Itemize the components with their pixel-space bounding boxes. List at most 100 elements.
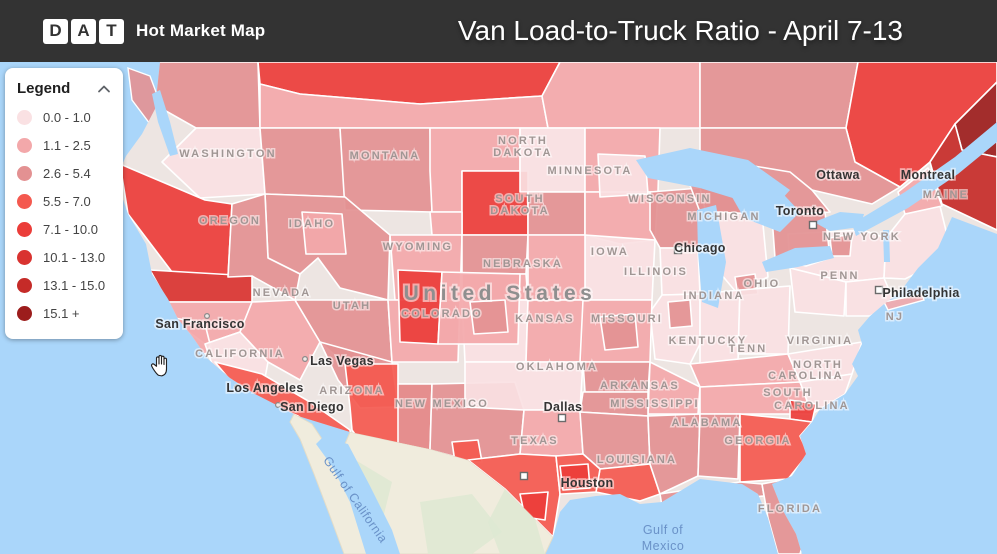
dat-logo: D A T: [43, 18, 124, 44]
legend-item: 2.6 - 5.4: [5, 159, 123, 187]
market-area-kansas[interactable]: [525, 299, 586, 363]
map-label-water: Mexico: [642, 539, 685, 553]
legend-item: 0.0 - 1.0: [5, 103, 123, 131]
map-label-city: Los Angeles: [226, 381, 303, 395]
legend-swatch: [17, 193, 32, 209]
market-area-mt-west[interactable]: [339, 127, 433, 213]
market-area-penn[interactable]: [789, 267, 847, 317]
market-area-mt-s[interactable]: [429, 211, 463, 236]
market-area-appalachia[interactable]: [699, 381, 813, 415]
legend-label: 10.1 - 13.0: [43, 249, 106, 265]
gulf-of-california-water: [316, 438, 400, 554]
map-label-city: Las Vegas: [310, 354, 374, 368]
map-label-state: CALIFORNIA: [195, 348, 285, 360]
market-area-il-spot[interactable]: [667, 299, 693, 329]
legend-title: Legend: [17, 80, 71, 97]
map-label-state: NJ: [886, 311, 904, 323]
legend-swatch: [17, 277, 32, 293]
hand-cursor: [151, 354, 168, 377]
lake-erie: [762, 246, 834, 272]
map-label-state: OHIO: [744, 278, 781, 290]
city-marker[interactable]: [874, 285, 884, 295]
map-label-state: KENTUCKY: [669, 335, 748, 347]
market-area-id-light[interactable]: [301, 211, 347, 255]
map-label-state: CAROLINA: [774, 400, 850, 412]
map-label-state: MISSISSIPPI: [610, 398, 700, 410]
legend-swatch: [17, 165, 32, 181]
map-label-state: COLORADO: [401, 308, 483, 320]
market-area-prairie-n[interactable]: [541, 62, 701, 129]
map-label-state: WYOMING: [383, 241, 453, 253]
market-areas: [119, 62, 997, 554]
page-title: Van Load-to-Truck Ratio - April 7-13: [457, 15, 903, 46]
long-island: [882, 293, 925, 311]
legend-swatch: [17, 221, 32, 237]
map-label-city: Philadelphia: [882, 286, 960, 300]
city-marker[interactable]: [808, 220, 818, 230]
map-label-state: GEORGIA: [724, 435, 791, 447]
map-label-country: United States: [404, 282, 597, 305]
map-label-state: SOUTH: [763, 387, 813, 399]
legend-item: 1.1 - 2.5: [5, 131, 123, 159]
market-area-wa-east[interactable]: [259, 127, 346, 198]
market-area-seattle[interactable]: [161, 127, 266, 199]
map-label-state: MAINE: [923, 189, 969, 201]
map-canvas[interactable]: WASHINGTON MONTANA NORTH DAKOTA MINNESOTA SOU…: [0, 62, 997, 554]
map-label-state: MICHIGAN: [687, 211, 760, 223]
lake-ontario: [814, 212, 864, 231]
legend-item: 10.1 - 13.0: [5, 243, 123, 271]
map-label-state: NEW MEXICO: [395, 398, 489, 410]
map-label-state: LOUISIANA: [597, 454, 677, 466]
legend-item: 5.5 - 7.0: [5, 187, 123, 215]
legend-label: 15.1 +: [43, 305, 80, 321]
legend-item: 15.1 +: [5, 299, 123, 327]
market-area-or-east[interactable]: [227, 193, 301, 301]
st-lawrence-river: [852, 122, 997, 236]
map-label-city: Toronto: [776, 204, 824, 218]
market-area-ontario[interactable]: [699, 62, 859, 129]
legend-label: 13.1 - 15.0: [43, 277, 106, 293]
map-label-state: WASHINGTON: [179, 148, 277, 160]
city-marker[interactable]: [673, 245, 683, 255]
legend-swatch: [17, 109, 32, 125]
map-label-state: NEBRASKA: [483, 258, 563, 270]
market-area-alabama[interactable]: [697, 413, 741, 480]
city-marker[interactable]: [302, 356, 309, 363]
mexico-terrain: [420, 494, 502, 554]
market-area-ms[interactable]: [647, 413, 701, 495]
map-label-state: IDAHO: [289, 218, 335, 230]
market-area-minn-white[interactable]: [597, 153, 649, 198]
lake-huron: [728, 182, 800, 232]
market-area-nm-west[interactable]: [397, 383, 433, 453]
puget-sound: [152, 90, 178, 156]
legend-item: 13.1 - 15.0: [5, 271, 123, 299]
choropleth-map[interactable]: WASHINGTON MONTANANORTHDAKOTAMINNESOTASOU…: [0, 62, 997, 554]
lake-michigan: [697, 205, 726, 308]
map-label-state: VIRGINIA: [787, 335, 854, 347]
city-marker[interactable]: [234, 384, 241, 391]
map-label-state: OKLAHOMA: [516, 361, 598, 373]
map-label-city: Chicago: [674, 241, 725, 255]
city-marker[interactable]: [519, 471, 529, 481]
market-area-dallas-area[interactable]: [519, 409, 584, 457]
header-bar: D A T Hot Market Map Van Load-to-Truck R…: [0, 0, 997, 62]
city-marker[interactable]: [557, 413, 567, 423]
market-area-houston-spot[interactable]: [559, 463, 591, 491]
map-label-city: Montreal: [901, 168, 956, 182]
logo-letter-a: A: [71, 18, 96, 44]
map-label-state: NORTH: [793, 359, 843, 371]
legend-swatch: [17, 305, 32, 321]
map-label-state: INDIANA: [683, 290, 744, 302]
map-label-city: Houston: [561, 476, 614, 490]
city-marker[interactable]: [204, 313, 211, 320]
legend-label: 0.0 - 1.0: [43, 109, 91, 125]
lake-champlain: [883, 230, 890, 262]
map-label-state: PENN: [820, 270, 859, 282]
city-marker[interactable]: [275, 402, 282, 409]
market-area-mo-spot[interactable]: [599, 313, 639, 351]
legend-label: 5.5 - 7.0: [43, 193, 91, 209]
mexico-terrain: [488, 489, 545, 554]
market-area-co-spot[interactable]: [469, 299, 509, 335]
legend-items: 0.0 - 1.0 1.1 - 2.5 2.6 - 5.4 5.5 - 7.0 7.1 …: [5, 103, 123, 327]
chevron-up-icon[interactable]: [97, 84, 111, 94]
